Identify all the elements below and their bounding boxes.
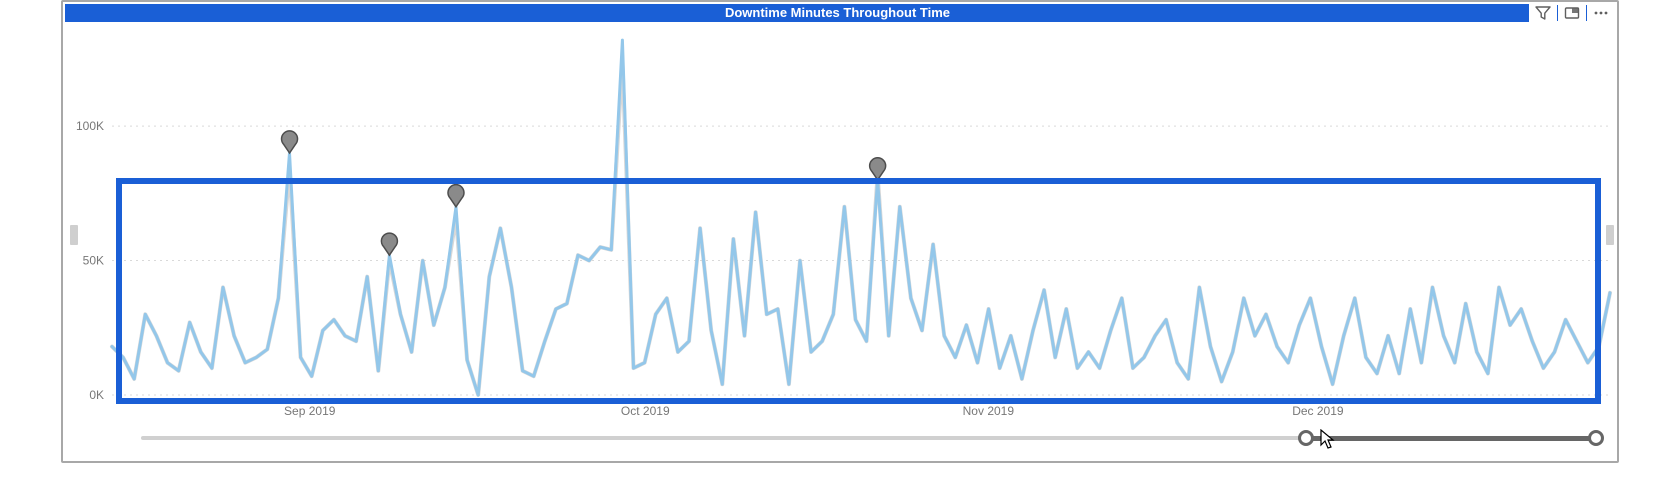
anomaly-marker[interactable] xyxy=(448,185,464,207)
anomaly-marker[interactable] xyxy=(381,233,397,255)
x-tick-label: Nov 2019 xyxy=(963,404,1015,418)
visual-frame: Downtime Minutes Throughout Time0K50K100… xyxy=(61,0,1619,463)
x-tick-label: Sep 2019 xyxy=(284,404,336,418)
y-tick-label: 0K xyxy=(89,388,104,402)
y-tick-label: 100K xyxy=(76,119,104,133)
x-tick-label: Dec 2019 xyxy=(1292,404,1344,418)
anomaly-marker[interactable] xyxy=(870,158,886,180)
resize-handle-right[interactable] xyxy=(1606,225,1614,245)
series-actual xyxy=(112,40,1610,395)
resize-handle-left[interactable] xyxy=(70,225,78,245)
x-tick-label: Oct 2019 xyxy=(621,404,670,418)
line-chart[interactable]: 0K 50K 100K Sep 2019 Oct 2019 Nov 2019 Dec 201… xyxy=(63,2,1621,465)
zoom-slider-active-range xyxy=(1306,436,1596,441)
anomaly-marker[interactable] xyxy=(282,131,298,153)
zoom-slider-thumb-end[interactable] xyxy=(1588,430,1604,446)
y-tick-label: 50K xyxy=(83,254,104,268)
